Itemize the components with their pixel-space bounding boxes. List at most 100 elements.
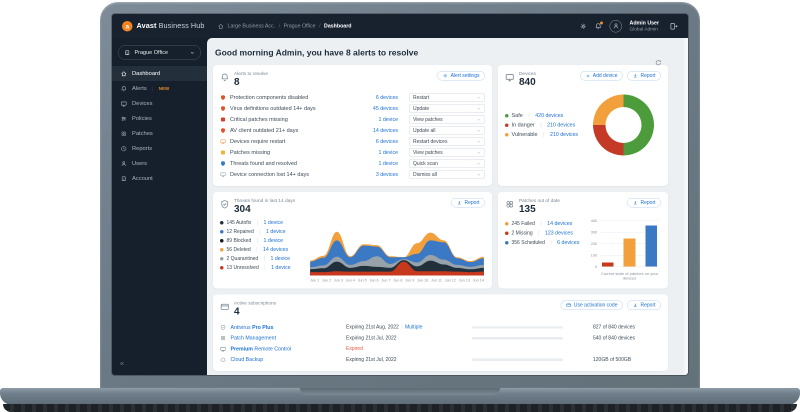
legend-count-link[interactable]: 1 device xyxy=(270,255,291,262)
alert-action-dropdown[interactable]: Dismiss all xyxy=(409,170,485,179)
shield-icon xyxy=(220,161,226,167)
sidebar-item-dashboard[interactable]: Dashboard xyxy=(112,66,207,81)
subscription-name-link[interactable]: Premium Remote Control xyxy=(220,346,346,352)
alert-action-dropdown[interactable]: View patches xyxy=(409,148,485,157)
sidebar-item-policies[interactable]: Policies xyxy=(112,111,207,126)
subscription-name-link[interactable]: Cloud Backup xyxy=(220,357,346,363)
alert-row: Devices require restart 6 devices Restar… xyxy=(220,136,485,147)
dropdown-value: Restart devices xyxy=(413,138,448,145)
org-selector[interactable]: Prague Office xyxy=(118,45,201,60)
legend-count-link[interactable]: 14 devices xyxy=(262,246,289,253)
y-axis-tick-label: 300 xyxy=(590,230,597,235)
subscriptions-report-button[interactable]: Report xyxy=(626,300,661,310)
alert-devices-link[interactable]: 6 devices xyxy=(375,138,398,145)
dropdown-value: Restart xyxy=(413,94,430,101)
chevron-down-icon xyxy=(477,128,482,133)
legend-count-link[interactable]: 1 device xyxy=(271,264,291,271)
legend-count-link[interactable]: 1 device xyxy=(263,219,284,226)
divider xyxy=(261,256,267,262)
alert-devices-link[interactable]: 1 device xyxy=(378,160,398,167)
multiple-link[interactable]: Multiple xyxy=(405,324,423,331)
sidebar-item-account[interactable]: Account xyxy=(112,171,207,186)
gear-icon[interactable] xyxy=(580,22,588,30)
refresh-icon[interactable] xyxy=(655,59,663,67)
alert-action-dropdown[interactable]: Restart xyxy=(409,93,485,102)
divider xyxy=(254,220,260,226)
legend-label: 2 Missing xyxy=(511,230,533,236)
dropdown-value: Dismiss all xyxy=(413,171,437,178)
legend-item: 56 Deleted 14 devices xyxy=(220,247,304,253)
alert-devices-link[interactable]: 6 devices xyxy=(375,94,398,101)
y-axis-tick-label: 200 xyxy=(590,241,597,247)
patches-chart: 400 300 200 100 0 Current state of patches o… xyxy=(584,219,661,281)
sidebar-item-label: Users xyxy=(132,160,148,167)
subscription-name-link[interactable]: Patch Management xyxy=(220,335,346,341)
patches-legend: 245 Failed 14 devices 2 Missing 123 device… xyxy=(505,220,584,281)
subscription-name-link[interactable]: Antivirus Pro Plus xyxy=(220,324,346,330)
button-label: Report xyxy=(640,200,656,206)
scrollbar[interactable] xyxy=(684,38,688,375)
alert-action-dropdown[interactable]: Restart devices xyxy=(409,137,485,146)
alert-settings-button[interactable]: Alert settings xyxy=(437,71,485,81)
gridline xyxy=(600,232,659,233)
threats-report-button[interactable]: Report xyxy=(450,198,485,208)
breadcrumb-item-account[interactable]: Large Business Acc. xyxy=(227,23,276,29)
alert-devices-link[interactable]: 14 devices xyxy=(372,127,398,134)
card-label: Devices xyxy=(519,71,536,77)
divider xyxy=(152,86,154,92)
avatar[interactable] xyxy=(609,19,623,33)
legend-count-link[interactable]: 6 devices xyxy=(557,239,580,246)
sidebar-item-reports[interactable]: Reports xyxy=(112,141,207,156)
legend-count-link[interactable]: 210 devices xyxy=(547,122,576,128)
legend-dot xyxy=(505,231,509,235)
alert-devices-link[interactable]: 1 device xyxy=(378,149,398,156)
sidebar: Prague Office Dashboard Alerts NEW xyxy=(112,38,207,375)
sidebar-collapse-button[interactable]: « xyxy=(120,359,124,367)
divider xyxy=(536,230,542,236)
alert-action-dropdown[interactable]: Update xyxy=(409,104,485,113)
alert-action-dropdown[interactable]: Quick scan xyxy=(409,159,485,168)
patch-icon xyxy=(220,117,226,123)
legend-count-link[interactable]: 1 device xyxy=(266,228,286,235)
button-label: Report xyxy=(464,200,480,206)
add-device-button[interactable]: Add device xyxy=(579,71,623,81)
legend-count-link[interactable]: 14 devices xyxy=(547,220,573,227)
logout-icon[interactable] xyxy=(670,22,679,31)
alert-action-dropdown[interactable]: View patches xyxy=(409,115,485,124)
sidebar-item-label: Account xyxy=(132,175,153,182)
patch-icon xyxy=(505,200,515,210)
chevron-down-icon xyxy=(477,117,482,122)
alert-devices-link[interactable]: 3 devices xyxy=(375,171,398,178)
legend-count-link[interactable]: 1 device xyxy=(263,237,284,244)
legend-label: 145 Autofix xyxy=(226,219,252,226)
subscription-list: Antivirus Pro Plus Expiring 21st Aug, 20… xyxy=(220,322,661,365)
use-activation-code-button[interactable]: Use activation code xyxy=(560,300,623,310)
patches-report-button[interactable]: Report xyxy=(626,198,661,208)
legend-dot xyxy=(220,229,224,234)
x-axis-tick-label: Jun 1 xyxy=(310,278,320,283)
user-meta[interactable]: Admin User Global Admin xyxy=(630,20,659,33)
card-label: Threats found in last 14 days xyxy=(234,198,295,204)
notifications-bell-icon[interactable] xyxy=(595,21,604,30)
divider xyxy=(257,229,263,235)
devices-report-button[interactable]: Report xyxy=(626,71,661,81)
alert-devices-link[interactable]: 45 devices xyxy=(372,105,398,112)
legend-count-link[interactable]: 210 devices xyxy=(550,131,579,138)
alert-text: Threats found and resolved xyxy=(230,160,297,167)
legend-item: 356 Scheduled 6 devices xyxy=(505,240,584,246)
sidebar-item-alerts[interactable]: Alerts NEW xyxy=(112,81,207,96)
home-icon xyxy=(121,70,128,77)
threats-legend: 145 Autofix1 device 12 Repaired1 device … xyxy=(220,220,304,283)
devices-legend: Safe 420 devices In danger xyxy=(505,113,578,138)
sidebar-item-patches[interactable]: Patches xyxy=(112,126,207,141)
legend-count-link[interactable]: 420 devices xyxy=(535,112,564,119)
breadcrumb-item-site[interactable]: Prague Office xyxy=(283,23,316,29)
home-icon[interactable] xyxy=(218,23,225,30)
sidebar-item-users[interactable]: Users xyxy=(112,156,207,171)
alert-devices-link[interactable]: 1 device xyxy=(378,116,398,123)
alert-action-dropdown[interactable]: Update all xyxy=(409,126,485,135)
legend-item: 145 Autofix 1 device xyxy=(220,220,304,226)
building-icon xyxy=(124,49,131,56)
legend-count-link[interactable]: 123 devices xyxy=(544,230,573,236)
sidebar-item-devices[interactable]: Devices xyxy=(112,96,207,111)
